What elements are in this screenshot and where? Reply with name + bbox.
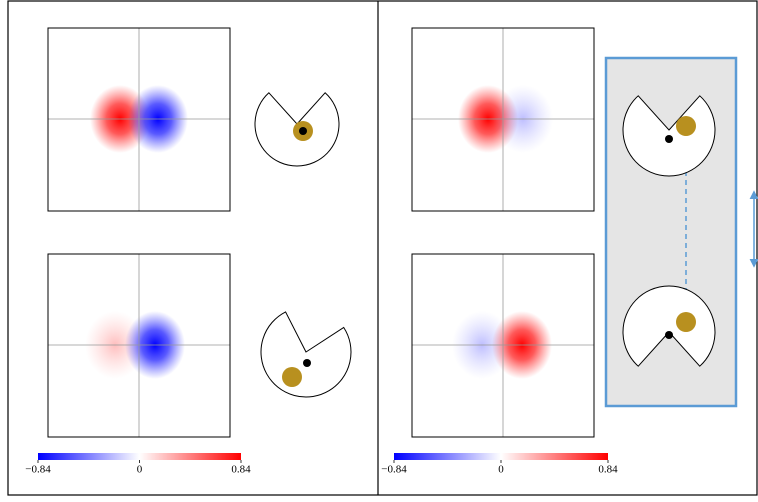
colorbar-tick-label: 0.84 [598, 464, 618, 476]
layer: −0.84 0 0.84 −0.84 0 0.84 [25, 27, 716, 476]
colorbar-tick-label: 0 [498, 464, 504, 476]
colorbar [394, 453, 608, 460]
agent-body [260, 311, 352, 398]
black-dot [299, 127, 307, 135]
heatmap-border [47, 27, 231, 212]
black-dot [303, 359, 311, 367]
agent-body [622, 285, 716, 367]
black-dot [665, 135, 673, 143]
colorbar-tick-label: −0.84 [25, 464, 51, 476]
highlight-box [604, 56, 738, 408]
gold-dot [676, 116, 696, 136]
heatmap-border [411, 27, 595, 212]
black-dot [665, 331, 673, 339]
gold-dot [282, 367, 302, 387]
heatmap-border [47, 253, 231, 438]
colorbar-tick-label: 0 [137, 464, 143, 476]
gold-dot [676, 312, 696, 332]
heatmap-border [411, 253, 595, 438]
colorbar [38, 453, 241, 460]
colorbar-tick-label: 0.84 [231, 464, 251, 476]
colorbar-tick-label: −0.84 [381, 464, 407, 476]
